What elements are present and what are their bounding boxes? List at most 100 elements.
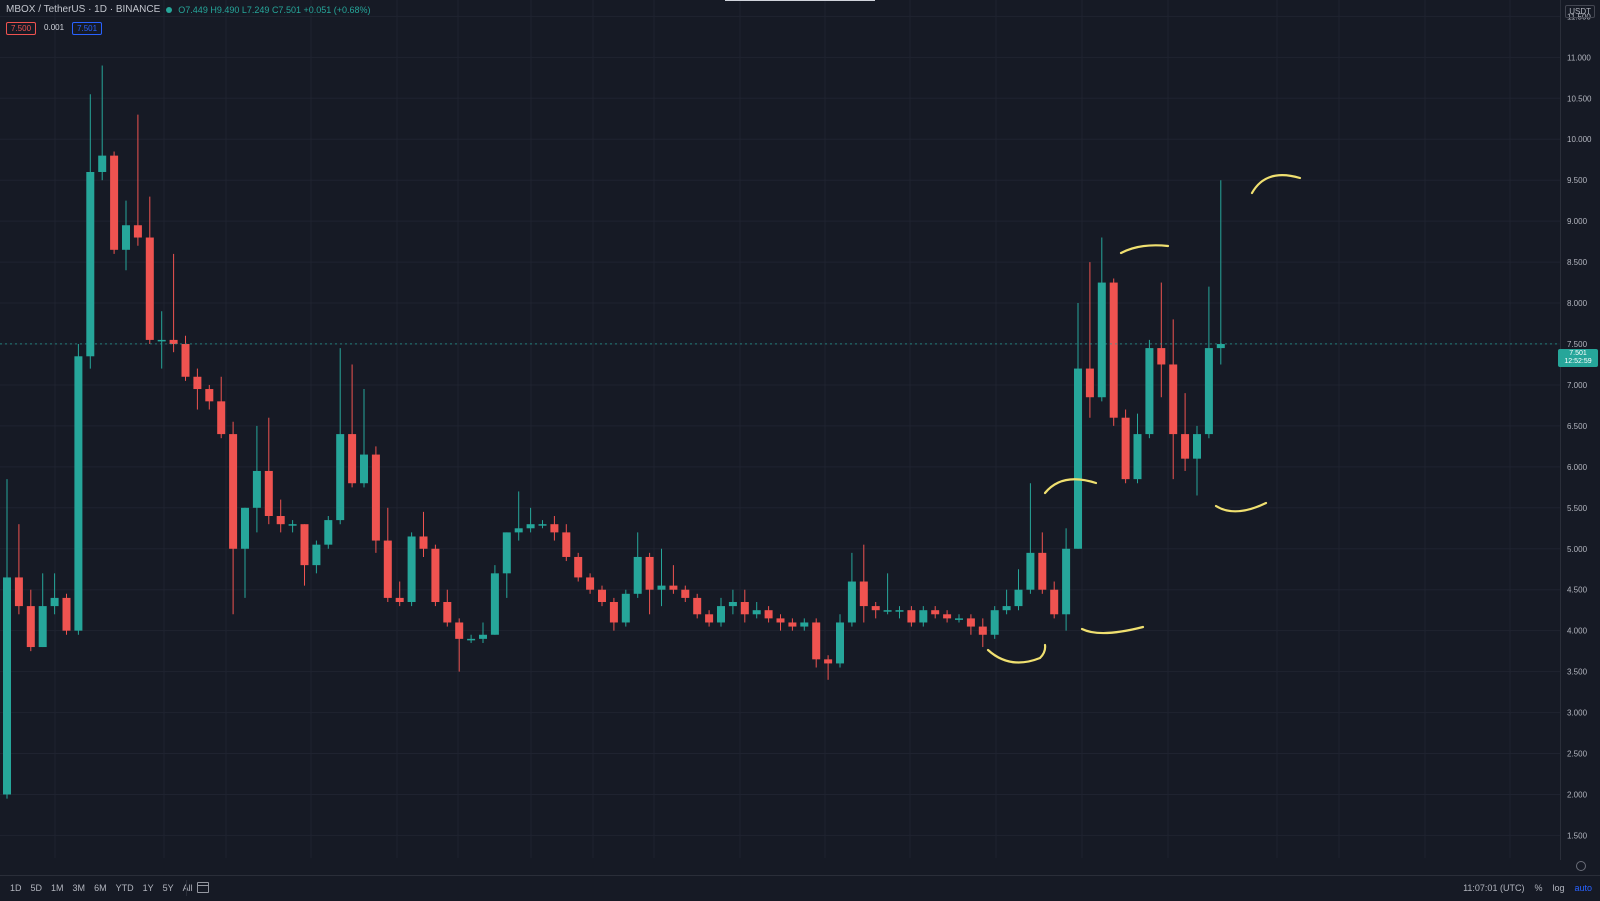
candle-body [598, 589, 606, 602]
price-tick-label: 2.000 [1567, 790, 1588, 799]
range-ytd[interactable]: YTD [115, 883, 134, 893]
candle-body [1014, 589, 1023, 607]
candle-body [50, 597, 59, 607]
price-tick-label: 11.000 [1567, 53, 1591, 62]
candle-body [252, 470, 261, 508]
candle [978, 618, 987, 648]
price-tick-label: 3.000 [1567, 709, 1588, 718]
candle-body [431, 548, 440, 602]
price-tick-label: 9.000 [1567, 217, 1588, 226]
candle-body [669, 585, 678, 590]
candle [1133, 413, 1142, 484]
range-1m[interactable]: 1M [51, 883, 64, 893]
candle [14, 524, 23, 615]
candle-body [1145, 348, 1154, 435]
candle-body [181, 344, 190, 377]
candle-body [98, 155, 107, 172]
price-tick-label: 1.500 [1567, 831, 1588, 840]
symbol-title[interactable]: MBOX / TetherUS · 1D · BINANCE [6, 4, 161, 15]
price-axis-labels: 11.500 11.000 10.500 10.000 9.500 9.000 8.500 8… [1567, 12, 1592, 840]
buy-button[interactable]: 7.501 [72, 22, 103, 35]
candle [455, 618, 464, 672]
price-tick-label: 11.500 [1567, 12, 1591, 21]
candle-body [490, 573, 499, 635]
candle [812, 618, 821, 668]
candle-body [574, 556, 583, 578]
annotation-arc [1119, 244, 1170, 255]
candle-body [324, 520, 333, 545]
candle [1193, 425, 1201, 496]
candle-body [895, 610, 904, 612]
low-value: L7.249 [241, 4, 270, 15]
candle [931, 606, 940, 619]
clock-time[interactable]: 11:07:01 (UTC) [1463, 883, 1525, 893]
candle-body [1050, 589, 1059, 615]
candle [419, 511, 428, 557]
candle [740, 589, 749, 623]
candle-body [14, 577, 23, 607]
chart-area[interactable]: 23Sep6132025Oct6111825Nov81522Dec61320 M… [0, 0, 1560, 871]
candle [26, 589, 35, 652]
candle [836, 614, 844, 668]
candle [1145, 339, 1154, 439]
log-scale-button[interactable]: log [1552, 883, 1565, 893]
candle-body [74, 356, 83, 631]
candle-body [86, 172, 95, 357]
percent-scale-button[interactable]: % [1534, 883, 1543, 893]
currency-label[interactable]: USDT [1565, 5, 1595, 18]
candle [764, 606, 773, 623]
candle [1050, 581, 1059, 619]
candle [252, 425, 261, 533]
price-tick-label: 6.500 [1567, 422, 1588, 431]
candle [241, 507, 249, 598]
candle-body [526, 524, 535, 529]
range-5y[interactable]: 5Y [162, 883, 174, 893]
candle [538, 520, 547, 529]
candle-body [276, 516, 285, 525]
candle [336, 348, 345, 525]
toolbar-accent [725, 0, 875, 1]
calendar-icon[interactable] [197, 882, 209, 893]
candle-body [812, 622, 821, 660]
candlestick-chart[interactable]: 23Sep6132025Oct6111825Nov81522Dec61320 [0, 0, 1560, 871]
range-all[interactable]: All [182, 883, 193, 893]
range-1y[interactable]: 1Y [142, 883, 154, 893]
price-tick-label: 5.000 [1567, 545, 1588, 554]
price-axis[interactable]: 11.500 11.000 10.500 10.000 9.500 9.000 8.500 8… [1560, 0, 1600, 860]
candle [443, 589, 452, 627]
candle [550, 516, 559, 541]
candle-body [467, 638, 476, 641]
range-6m[interactable]: 6M [94, 883, 107, 893]
candle [312, 540, 321, 574]
price-tick-label: 3.500 [1567, 668, 1588, 677]
candle [609, 597, 618, 631]
candle [717, 597, 725, 627]
candle-body [836, 622, 844, 664]
candle-body [1121, 417, 1130, 480]
candle-body [1193, 434, 1201, 459]
candle [705, 610, 714, 627]
candle-body [157, 339, 166, 342]
candle [645, 552, 654, 615]
settings-gear-icon[interactable] [1576, 861, 1586, 871]
candle-body [395, 597, 404, 602]
candle-body [740, 602, 749, 615]
candle [859, 544, 868, 623]
bar-countdown: 12:52:59 [1564, 358, 1592, 365]
candle [1169, 319, 1178, 480]
candle-body [681, 589, 690, 598]
candle-body [1002, 606, 1011, 611]
candle [360, 389, 368, 488]
candle [229, 421, 238, 615]
range-1d[interactable]: 1D [10, 883, 22, 893]
sell-button[interactable]: 7.500 [6, 22, 37, 35]
range-3m[interactable]: 3M [72, 883, 86, 893]
candle [657, 548, 666, 607]
candle-body [300, 524, 309, 566]
candle [324, 516, 333, 549]
range-5d[interactable]: 5D [30, 883, 43, 893]
candle-body [26, 606, 35, 648]
candle-body [3, 577, 11, 795]
auto-scale-button[interactable]: auto [1574, 883, 1592, 893]
candle-body [943, 614, 952, 619]
